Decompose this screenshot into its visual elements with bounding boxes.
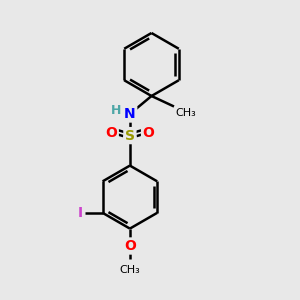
Text: N: N — [124, 107, 136, 121]
Text: I: I — [78, 206, 83, 220]
Text: CH₃: CH₃ — [176, 108, 196, 118]
Text: S: S — [125, 129, 135, 142]
Text: CH₃: CH₃ — [119, 265, 140, 275]
Text: O: O — [105, 126, 117, 140]
Text: O: O — [142, 126, 154, 140]
Text: O: O — [124, 239, 136, 253]
Text: H: H — [111, 104, 122, 117]
